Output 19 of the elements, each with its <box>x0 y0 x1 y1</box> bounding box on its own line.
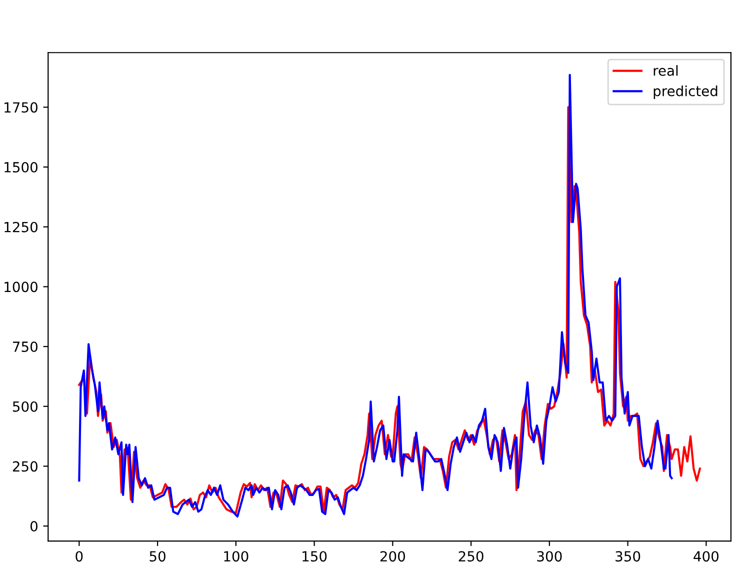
x-tick-label: 400 <box>694 551 719 562</box>
y-tick-label: 250 <box>12 461 38 472</box>
x-tick-label: 0 <box>76 551 83 562</box>
y-tick-label: 1000 <box>4 282 38 292</box>
x-tick-label: 300 <box>537 551 562 562</box>
x-tick-label: 100 <box>224 551 248 562</box>
x-tick-label: 50 <box>150 551 166 562</box>
y-tick-label: 0 <box>30 521 38 532</box>
legend-label: predicted <box>654 86 718 99</box>
x-tick-label: 350 <box>616 551 640 562</box>
legend-label: real <box>654 65 678 76</box>
y-tick-label: 1250 <box>4 222 38 232</box>
x-tick-label: 150 <box>302 551 327 562</box>
y-tick-label: 1750 <box>4 102 38 113</box>
y-tick-label: 1500 <box>4 162 38 172</box>
x-tick-label: 250 <box>458 551 484 562</box>
y-tick-label: 750 <box>13 342 38 352</box>
y-tick-label: 500 <box>12 401 38 412</box>
x-tick-label: 200 <box>380 551 406 562</box>
